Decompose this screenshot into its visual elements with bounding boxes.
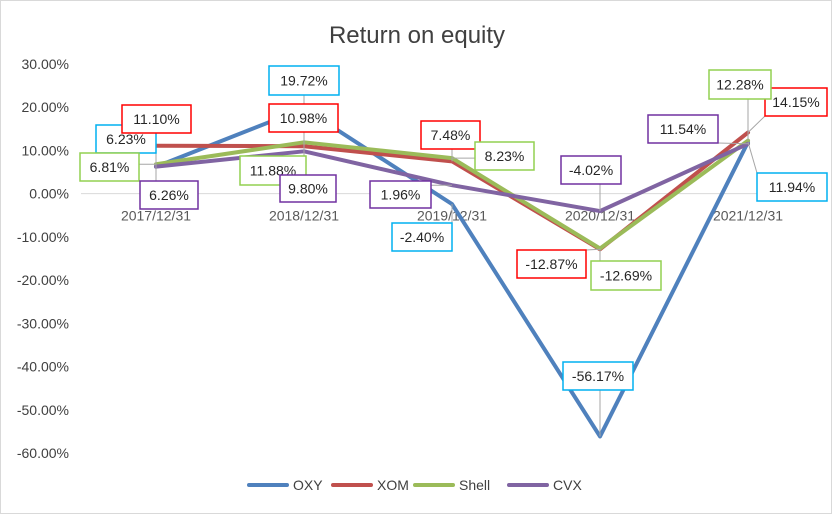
- data-label-oxy: -56.17%: [572, 368, 624, 384]
- data-label-box-xom: [764, 87, 828, 117]
- data-label-shell: 12.28%: [716, 77, 763, 93]
- y-tick-label: -20.00%: [17, 272, 69, 288]
- x-tick-label: 2021/12/31: [713, 208, 783, 224]
- data-label-oxy: 6.23%: [106, 131, 146, 147]
- y-tick-label: -50.00%: [17, 402, 69, 418]
- data-labels: 6.23% 19.72% -2.40% -56.17% 11.94% 11.10% 10.9…: [79, 65, 828, 391]
- y-tick-label: -30.00%: [17, 315, 69, 331]
- y-tick-label: -40.00%: [17, 359, 69, 375]
- data-label-box-cvx: [139, 180, 199, 210]
- legend-label-cvx: CVX: [553, 477, 582, 493]
- data-label-box-oxy: [562, 361, 634, 391]
- data-label-xom: 7.48%: [431, 127, 471, 143]
- data-label-xom: 10.98%: [280, 110, 327, 126]
- data-label-cvx: 6.26%: [149, 187, 189, 203]
- chart-title: Return on equity: [329, 22, 505, 49]
- leader-line: [585, 248, 601, 251]
- data-label-shell: 8.23%: [485, 148, 525, 164]
- data-label-shell: -12.69%: [600, 268, 652, 284]
- data-label-box-xom: [121, 104, 192, 134]
- legend-label-oxy: OXY: [293, 477, 323, 493]
- data-label-shell: 6.81%: [90, 159, 130, 175]
- data-label-box-cvx: [279, 174, 337, 203]
- data-label-box-oxy: [756, 172, 828, 202]
- legend: OXY XOM Shell CVX: [247, 477, 582, 493]
- legend-label-shell: Shell: [459, 477, 490, 493]
- x-tick-label: 2018/12/31: [269, 208, 339, 224]
- y-tick-label: 20.00%: [22, 99, 69, 115]
- data-label-box-xom: [268, 103, 339, 133]
- data-label-cvx: -4.02%: [569, 162, 613, 178]
- leader-line: [717, 142, 749, 145]
- data-label-xom: -12.87%: [525, 256, 577, 272]
- legend-label-xom: XOM: [377, 477, 409, 493]
- data-label-oxy: 11.94%: [769, 179, 815, 195]
- data-label-box-shell: [590, 260, 662, 291]
- data-label-xom: 14.15%: [772, 94, 819, 110]
- y-tick-label: -60.00%: [17, 445, 69, 461]
- y-tick-label: 0.00%: [29, 186, 69, 202]
- y-tick-label: 10.00%: [22, 142, 69, 158]
- data-label-cvx: 9.80%: [288, 181, 328, 197]
- leader-line: [747, 115, 766, 133]
- data-label-box-shell: [708, 69, 772, 100]
- data-label-cvx: 11.54%: [660, 121, 706, 137]
- data-label-box-shell: [79, 152, 140, 182]
- data-label-box-shell: [474, 141, 535, 171]
- y-axis: 30.00% 20.00% 10.00% 0.00% -10.00% -20.00% -30…: [17, 56, 69, 461]
- data-label-box-oxy: [391, 222, 453, 252]
- data-label-box-cvx: [369, 180, 432, 209]
- x-tick-label: 2017/12/31: [121, 208, 191, 224]
- leader-line: [747, 141, 758, 174]
- data-label-xom: 11.10%: [133, 111, 179, 127]
- data-label-cvx: 1.96%: [381, 187, 421, 203]
- data-label-box-cvx: [647, 114, 719, 144]
- data-label-box-cvx: [560, 155, 622, 185]
- data-label-box-xom: [516, 249, 587, 279]
- y-tick-label: -10.00%: [17, 229, 69, 245]
- data-label-oxy: -2.40%: [400, 229, 444, 245]
- data-label-box-oxy: [268, 65, 340, 96]
- data-label-box-xom: [420, 120, 481, 150]
- y-tick-label: 30.00%: [22, 56, 69, 72]
- data-label-oxy: 19.72%: [280, 73, 327, 89]
- x-tick-label: 2020/12/31: [565, 208, 635, 224]
